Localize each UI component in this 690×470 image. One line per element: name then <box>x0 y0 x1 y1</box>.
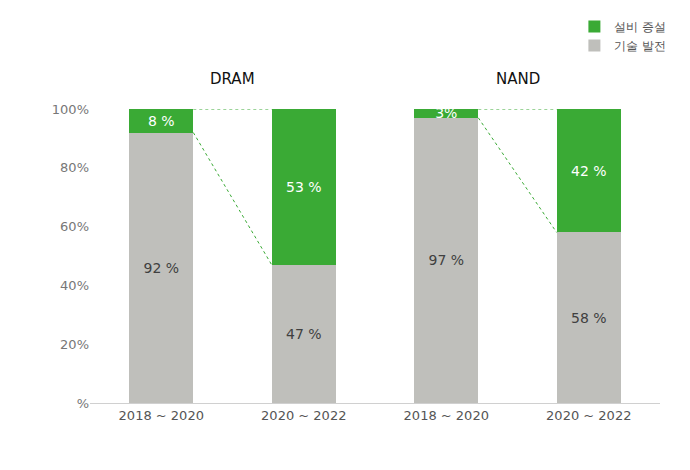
svg-text:%: % <box>77 396 89 411</box>
svg-text:42 %: 42 % <box>571 163 607 179</box>
svg-text:DRAM: DRAM <box>210 70 255 88</box>
svg-text:80%: 80% <box>60 160 89 175</box>
svg-text:2018 ~ 2020: 2018 ~ 2020 <box>404 408 489 423</box>
svg-text:2020 ~ 2022: 2020 ~ 2022 <box>261 408 346 423</box>
svg-text:2018 ~ 2020: 2018 ~ 2020 <box>119 408 204 423</box>
svg-text:40%: 40% <box>60 278 89 293</box>
svg-text:8 %: 8 % <box>148 113 175 129</box>
svg-text:60%: 60% <box>60 219 89 234</box>
svg-text:기술 발전: 기술 발전 <box>614 39 666 53</box>
svg-text:3%: 3% <box>435 105 457 121</box>
svg-text:53 %: 53 % <box>286 179 322 195</box>
svg-text:100%: 100% <box>52 102 89 117</box>
svg-text:2020 ~ 2022: 2020 ~ 2022 <box>546 408 631 423</box>
svg-text:NAND: NAND <box>496 70 540 88</box>
svg-text:97 %: 97 % <box>428 252 464 268</box>
svg-text:설비 증설: 설비 증설 <box>614 20 666 34</box>
svg-text:20%: 20% <box>60 337 89 352</box>
svg-text:58 %: 58 % <box>571 310 607 326</box>
svg-text:92 %: 92 % <box>143 260 179 276</box>
svg-text:47 %: 47 % <box>286 326 322 342</box>
